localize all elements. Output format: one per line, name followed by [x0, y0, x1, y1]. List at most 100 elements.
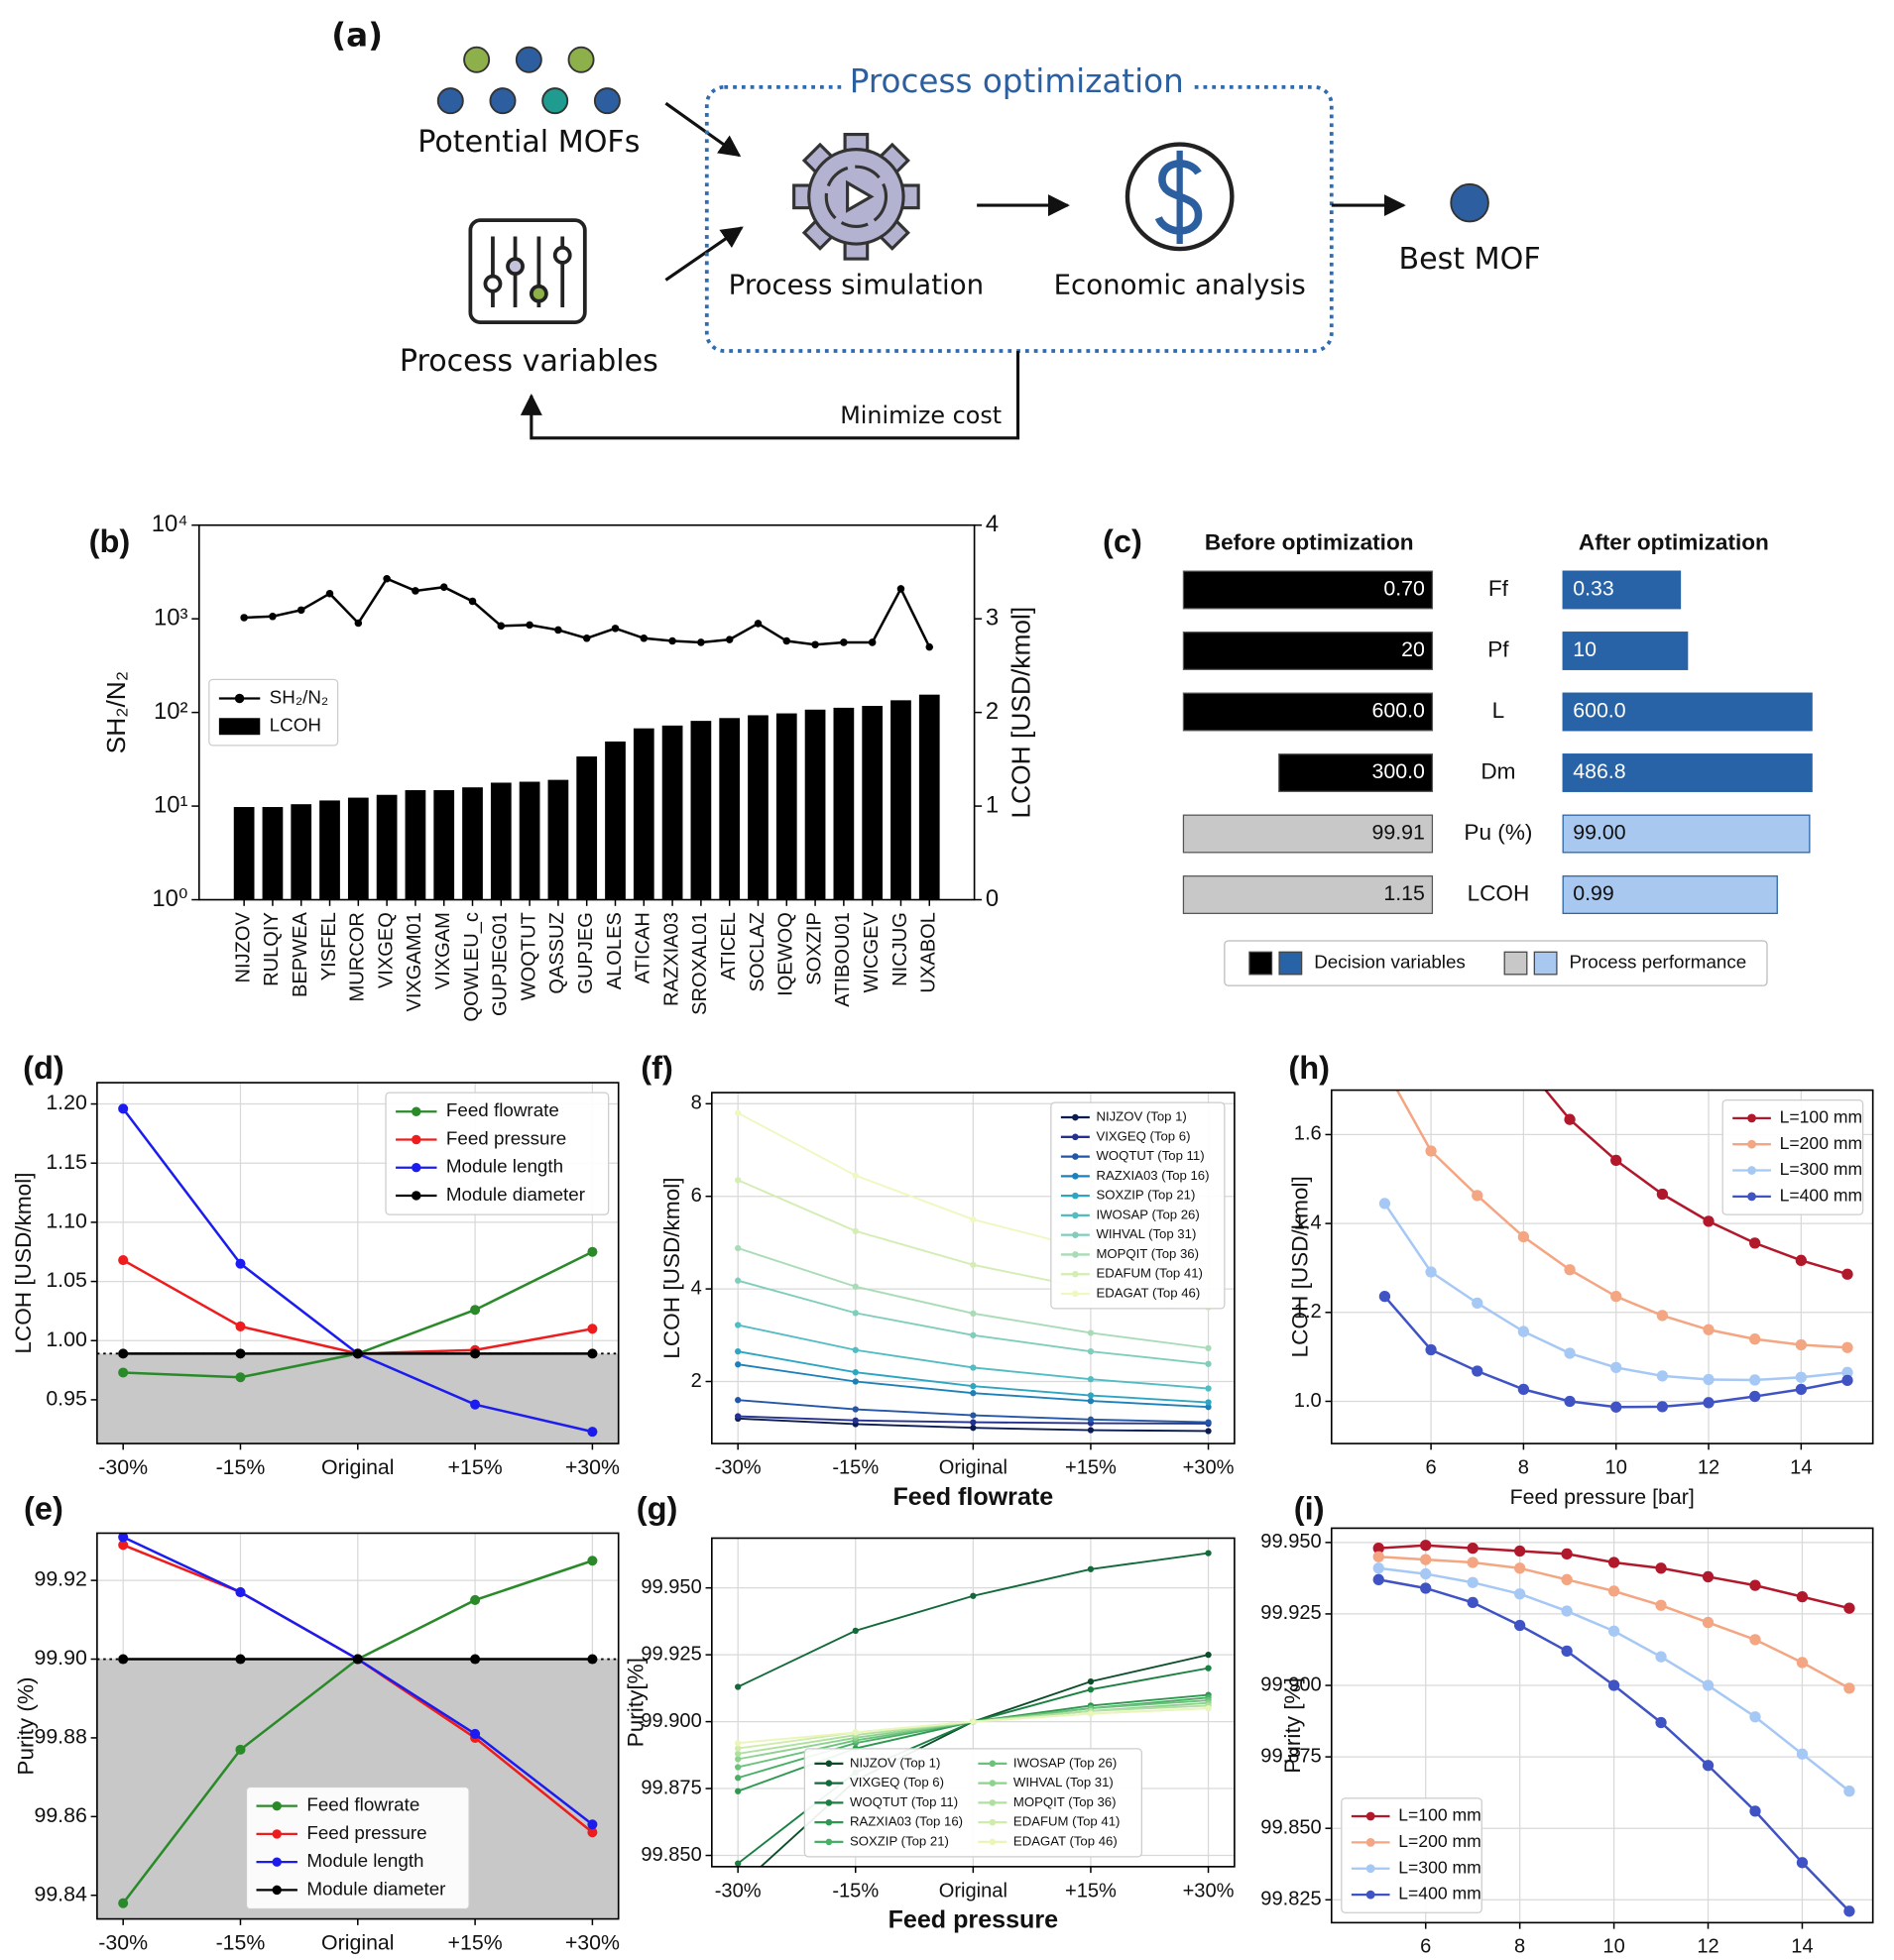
series-line [1543, 1090, 1848, 1276]
data-point [1843, 1602, 1855, 1614]
shaded-region [96, 1353, 619, 1444]
data-point [1467, 1576, 1479, 1588]
data-point [235, 1654, 246, 1665]
y-tick-label: 10⁴ [152, 511, 188, 537]
x-tick-label: 10 [1605, 1456, 1627, 1478]
legend-label: EDAGAT (Top 46) [1013, 1833, 1118, 1848]
data-point [735, 1756, 742, 1763]
best-mof-dot [1450, 182, 1489, 223]
y-tick-label: 1.0 [1294, 1390, 1322, 1412]
legend-label: Feed flowrate [446, 1099, 559, 1120]
data-point [1796, 1590, 1809, 1603]
axes-frame [197, 523, 976, 901]
x-tick-label: ATICEL [718, 912, 740, 980]
data-point [852, 1310, 859, 1317]
x-tick-label: VIXGAM01 [404, 912, 425, 1011]
y2-tick-label: 4 [986, 511, 999, 537]
legend-label: IWOSAP (Top 26) [1013, 1755, 1117, 1770]
y-tick-label: 1.15 [46, 1150, 87, 1174]
row-label: LCOH [1468, 880, 1530, 905]
data-point [1205, 1665, 1212, 1672]
x-tick-label: Original [939, 1456, 1007, 1478]
bar [661, 725, 683, 900]
optimization-box [704, 84, 1334, 353]
data-point [668, 636, 676, 645]
x-tick-label: GUPJEG [575, 912, 597, 994]
data-point [1420, 1554, 1432, 1565]
legend-marker [412, 1134, 421, 1145]
value-label: 99.00 [1573, 821, 1626, 845]
data-point [1702, 1760, 1715, 1772]
x-tick-label: IQEWOQ [775, 912, 797, 996]
legend-box [803, 1748, 1142, 1858]
input-label: Process variables [400, 344, 658, 379]
data-point [1205, 1404, 1212, 1411]
data-point [468, 597, 477, 606]
x-tick-label: +15% [448, 1930, 503, 1954]
y-tick-label: 99.86 [34, 1803, 86, 1827]
data-point [470, 1728, 481, 1739]
data-point [640, 634, 649, 642]
x-tick-label: VIXGAM [432, 912, 454, 989]
data-point [925, 642, 934, 651]
y-axis-label: LCOH [USD/kmol] [1288, 1176, 1313, 1357]
data-point [697, 638, 705, 646]
data-point [782, 636, 791, 645]
data-point [1610, 1361, 1622, 1374]
data-point [735, 1860, 742, 1867]
data-point [1795, 1338, 1807, 1351]
legend-swatch [218, 718, 261, 736]
data-point [970, 1364, 977, 1371]
data-point [587, 1246, 598, 1257]
data-point [526, 621, 533, 630]
y-tick-label: 10⁰ [152, 885, 187, 912]
data-point [1564, 1395, 1576, 1408]
data-point [1749, 1711, 1761, 1723]
data-point [970, 1718, 977, 1725]
data-point [1841, 1268, 1853, 1280]
x-tick-label: -30% [715, 1880, 762, 1902]
x-tick-label: NICJUG [889, 912, 911, 986]
legend-marker [1747, 1139, 1756, 1149]
data-point [1795, 1371, 1807, 1383]
x-tick-label: Original [321, 1930, 394, 1954]
data-point [1607, 1625, 1620, 1637]
data-point [1749, 1805, 1761, 1817]
data-point [1703, 1397, 1715, 1409]
dollar-icon [1125, 142, 1235, 252]
data-point [118, 1255, 129, 1266]
legend-label: SOXZIP (Top 21) [1096, 1188, 1195, 1203]
bar [291, 804, 312, 900]
y-tick-label: 99.88 [34, 1725, 86, 1749]
data-point [1514, 1545, 1526, 1557]
panel-label: (b) [89, 522, 131, 559]
x-tick-label: -15% [216, 1930, 266, 1954]
bar [462, 787, 483, 900]
x-tick-label: 6 [1420, 1936, 1431, 1958]
legend-marker [1072, 1270, 1079, 1278]
data-point [1372, 1573, 1384, 1585]
y-tick-label: 1.20 [46, 1091, 87, 1114]
axes-frame [711, 1537, 1236, 1868]
title-background [841, 64, 1193, 102]
panel-label: (a) [331, 17, 383, 55]
legend-label: L=300 mm [1780, 1159, 1862, 1179]
data-point [1564, 1264, 1576, 1276]
data-point [1564, 1113, 1576, 1125]
legend-marker [1072, 1211, 1079, 1219]
series-group [118, 1103, 598, 1438]
bar [490, 782, 512, 900]
bar [1182, 692, 1434, 732]
legend-marker [1365, 1837, 1375, 1847]
x-tick-label: -15% [832, 1880, 879, 1902]
y-tick-label: 99.84 [34, 1882, 87, 1905]
y-tick-label: 10¹ [154, 791, 187, 818]
legend-marker [272, 1885, 282, 1896]
data-point [1087, 1329, 1095, 1336]
panel: 1.0 1.2 1.4 1.6 6 8 10 12 14 L=100 mm L=200 mm L=30… [1288, 1089, 1874, 1509]
x-tick-label: -30% [98, 1455, 148, 1479]
axes-frame [711, 1092, 1236, 1444]
data-point [1796, 1857, 1809, 1869]
legend-label: L=400 mm [1780, 1186, 1862, 1206]
data-point [970, 1592, 977, 1599]
